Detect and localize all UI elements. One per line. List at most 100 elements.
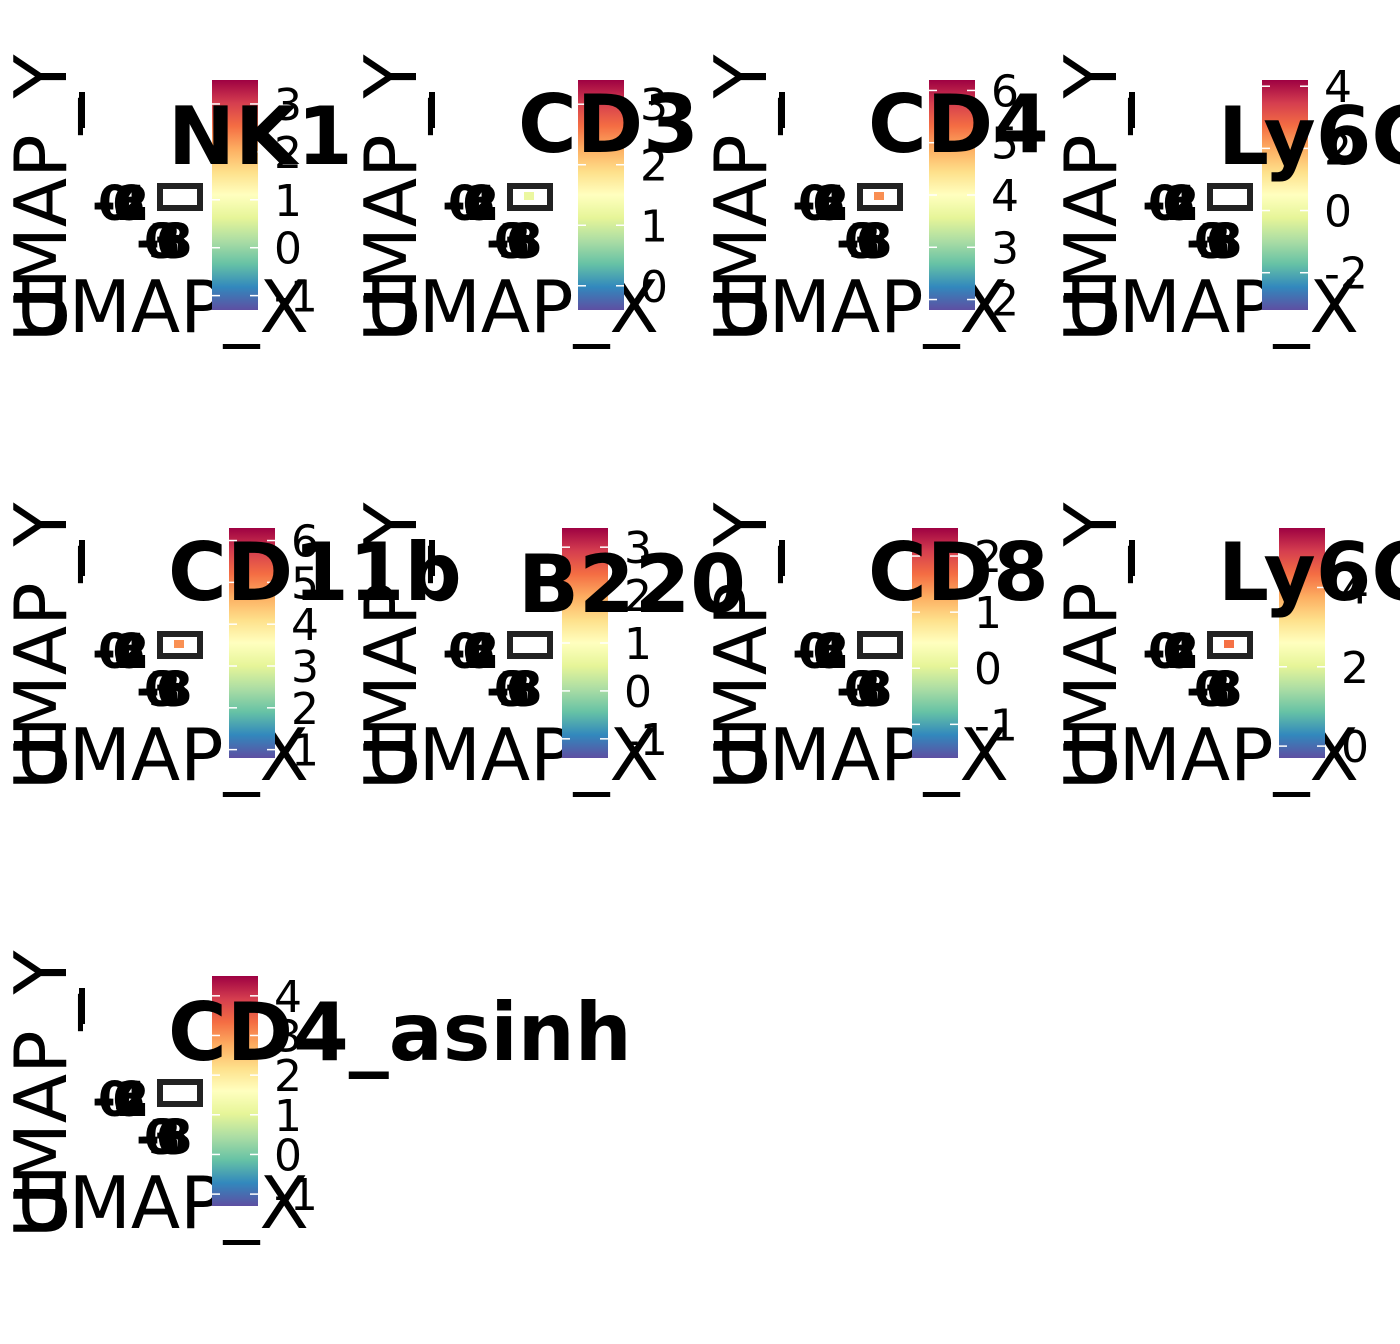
- plot-area: [157, 1079, 203, 1107]
- colorbar-tick-label: 3: [274, 1011, 302, 1062]
- y-tick-label: 0: [98, 624, 131, 680]
- colorbar-tick-label: 2: [274, 128, 302, 179]
- colorbar-tick-label: 1: [291, 726, 319, 777]
- colorbar-tick-label: 5: [991, 119, 1019, 170]
- x-tick-label: -6: [1186, 214, 1239, 270]
- umap-point: [174, 640, 184, 648]
- x-tick-label: -3: [840, 214, 893, 270]
- colorbar: [578, 80, 624, 310]
- panel-title: CD11b: [168, 526, 462, 619]
- feature-panel-cd4_asinh: UMAP_Y -6-4-20-6-303UMAP_X43210-1CD4_asin…: [0, 950, 632, 1245]
- colorbar-tick-label: 0: [1341, 722, 1369, 773]
- colorbar-tick-label: 2: [1324, 124, 1352, 175]
- y-tick-label: -4: [94, 624, 147, 680]
- colorbar-tick-label: 4: [1324, 62, 1352, 113]
- colorbar: [229, 528, 275, 758]
- y-tick-label: -6: [92, 624, 145, 680]
- umap-point: [874, 192, 884, 200]
- x-axis-label: UMAP_X: [16, 265, 309, 349]
- colorbar-tick-label: 4: [991, 171, 1019, 222]
- colorbar-tick-label: 4: [274, 972, 302, 1023]
- y-tick-label: -2: [1146, 624, 1199, 680]
- panel-title: CD4: [868, 78, 1049, 171]
- colorbar-tick-label: 4: [291, 600, 319, 651]
- colorbar-tick-label: 4: [1341, 563, 1369, 614]
- x-tick-label: 0: [1194, 214, 1227, 270]
- y-tick-label: -4: [444, 176, 497, 232]
- colorbar-tick-label: 1: [974, 588, 1002, 639]
- y-tick-label: -6: [442, 176, 495, 232]
- x-tick-label: -6: [1186, 662, 1239, 718]
- x-tick-label: 3: [848, 662, 881, 718]
- x-tick-label: -6: [486, 662, 539, 718]
- panel-title: CD8: [868, 526, 1049, 619]
- y-tick-label: -6: [1142, 176, 1195, 232]
- x-axis-label: UMAP_X: [1066, 265, 1359, 349]
- y-tick-label: 0: [448, 624, 481, 680]
- y-tick-label: -6: [792, 624, 845, 680]
- x-tick-label: -6: [486, 214, 539, 270]
- x-axis-label: UMAP_X: [716, 713, 1009, 797]
- x-tick-label: 3: [148, 1110, 181, 1166]
- x-tick-label: -6: [136, 214, 189, 270]
- colorbar: [212, 976, 258, 1206]
- colorbar-tick-label: 0: [974, 644, 1002, 695]
- x-tick-label: 3: [848, 214, 881, 270]
- x-tick-label: -6: [836, 214, 889, 270]
- colorbar-tick-label: 6: [291, 517, 319, 568]
- colorbar-tick-label: 3: [991, 223, 1019, 274]
- panel-title: CD3: [518, 78, 699, 171]
- colorbar-tick-label: 2: [624, 571, 652, 622]
- plot-area: [507, 631, 553, 659]
- y-tick-label: -2: [96, 1072, 149, 1128]
- x-tick-label: -3: [140, 214, 193, 270]
- y-tick-label: 0: [98, 176, 131, 232]
- x-tick-label: 0: [144, 662, 177, 718]
- plot-area: [157, 631, 203, 659]
- plot-area: [157, 183, 203, 211]
- y-tick-label: 0: [448, 176, 481, 232]
- x-tick-label: -3: [1190, 662, 1243, 718]
- colorbar-tick-label: 2: [974, 532, 1002, 583]
- y-tick-label: -4: [94, 176, 147, 232]
- y-tick-label: -2: [796, 624, 849, 680]
- x-tick-label: -6: [836, 662, 889, 718]
- colorbar-tick-label: 2: [1341, 643, 1369, 694]
- x-tick-label: 3: [1198, 214, 1231, 270]
- y-tick-label: -2: [446, 176, 499, 232]
- plot-area: [857, 631, 903, 659]
- colorbar: [1262, 80, 1308, 310]
- colorbar-tick-label: 1: [624, 619, 652, 670]
- x-tick-label: 0: [844, 662, 877, 718]
- colorbar-tick-label: 3: [274, 80, 302, 131]
- x-tick-label: -3: [490, 214, 543, 270]
- colorbar-tick-label: -2: [1324, 249, 1368, 300]
- colorbar-tick-label: 2: [291, 684, 319, 735]
- y-tick-label: -6: [92, 176, 145, 232]
- colorbar: [1279, 528, 1325, 758]
- plot-area: [857, 183, 903, 211]
- x-tick-label: -6: [136, 662, 189, 718]
- x-tick-label: 3: [498, 214, 531, 270]
- x-tick-label: 3: [498, 662, 531, 718]
- x-tick-label: 0: [494, 214, 527, 270]
- colorbar-tick-label: 0: [624, 667, 652, 718]
- colorbar: [212, 80, 258, 310]
- y-tick-label: -4: [1144, 624, 1197, 680]
- colorbar-tick-label: 2: [274, 1051, 302, 1102]
- y-tick-label: 0: [1148, 624, 1181, 680]
- colorbar-tick-label: 3: [624, 523, 652, 574]
- x-tick-label: -3: [490, 662, 543, 718]
- plot-area: [1207, 631, 1253, 659]
- y-tick-label: -2: [1146, 176, 1199, 232]
- x-tick-label: 3: [1198, 662, 1231, 718]
- y-tick-label: -4: [1144, 176, 1197, 232]
